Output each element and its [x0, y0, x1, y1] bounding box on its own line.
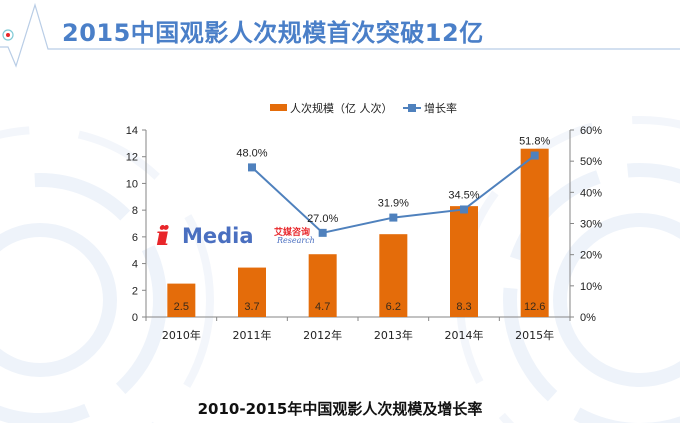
- y-right-tick-label: 0%: [580, 312, 596, 324]
- growth-rate-marker: [460, 205, 468, 214]
- x-tick-label: 2013年: [374, 328, 413, 342]
- y-right-tick-label: 20%: [580, 250, 602, 262]
- bar: [167, 283, 196, 317]
- y-left-tick-label: 14: [126, 125, 138, 137]
- bar: [308, 254, 337, 317]
- y-left-tick-label: 2: [132, 285, 138, 297]
- x-tick-label: 2012年: [303, 328, 342, 342]
- bar-value-label: 12.6: [524, 301, 545, 313]
- logo-cn: 艾媒咨询: [274, 228, 311, 238]
- y-left-tick-label: 8: [132, 205, 138, 217]
- x-tick-label: 2011年: [233, 328, 272, 342]
- legend-swatch-marker: [408, 104, 416, 112]
- growth-rate-label: 48.0%: [236, 147, 267, 159]
- y-left-tick-label: 4: [132, 259, 138, 271]
- growth-rate-marker: [248, 163, 256, 172]
- bar-value-label: 4.7: [315, 301, 330, 313]
- chart-caption: 2010-2015年中国观影人次规模及增长率: [197, 400, 483, 418]
- growth-rate-marker: [530, 151, 539, 160]
- y-right-tick-label: 50%: [580, 156, 602, 168]
- growth-rate-label: 31.9%: [378, 198, 409, 210]
- y-left-tick-label: 10: [126, 178, 138, 190]
- x-tick-label: 2014年: [445, 328, 484, 342]
- growth-rate-label: 51.8%: [519, 136, 550, 148]
- legend-swatch-bar: [270, 104, 287, 111]
- bar: [450, 206, 478, 317]
- bar-value-label: 3.7: [244, 301, 259, 313]
- logo-mark: ii: [156, 222, 170, 252]
- growth-rate-label: 34.5%: [448, 189, 479, 201]
- logo-brand: Media: [182, 224, 254, 248]
- y-right-tick-label: 40%: [580, 187, 602, 199]
- page-title: 2015中国观影人次规模首次突破12亿: [62, 19, 484, 47]
- y-right-tick-label: 60%: [580, 125, 602, 137]
- growth-rate-marker: [318, 228, 327, 237]
- y-left-tick-label: 0: [132, 312, 138, 324]
- y-left-tick-label: 6: [132, 232, 138, 244]
- bar: [238, 267, 266, 317]
- growth-rate-marker: [389, 213, 398, 222]
- legend-label-bar: 人次规模（亿 人次）: [290, 101, 393, 115]
- bar-value-label: 8.3: [456, 301, 471, 313]
- bar-value-label: 2.5: [174, 301, 189, 313]
- bar: [520, 148, 549, 317]
- legend-label-line: 增长率: [424, 101, 457, 115]
- y-right-tick-label: 10%: [580, 281, 602, 293]
- y-right-tick-label: 30%: [580, 219, 602, 231]
- logo-en: Research: [277, 236, 315, 245]
- y-left-tick-label: 12: [126, 152, 138, 164]
- growth-rate-label: 27.0%: [307, 213, 338, 225]
- x-tick-label: 2010年: [162, 328, 201, 342]
- imedia-logo: ii Media 艾媒咨询 Research: [156, 216, 316, 256]
- x-tick-label: 2015年: [515, 328, 554, 342]
- bar: [379, 234, 408, 317]
- bar-value-label: 6.2: [386, 301, 401, 313]
